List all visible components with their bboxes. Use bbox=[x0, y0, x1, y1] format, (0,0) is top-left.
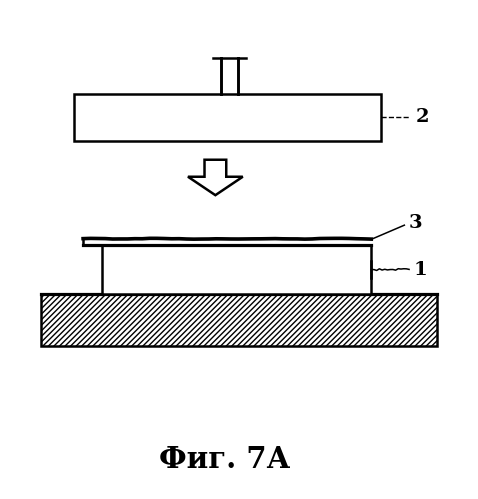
Text: 1: 1 bbox=[414, 260, 427, 278]
Bar bbox=[41, 294, 437, 346]
Bar bbox=[74, 94, 381, 141]
Text: 3: 3 bbox=[409, 214, 423, 232]
Bar bbox=[102, 245, 371, 294]
Text: 2: 2 bbox=[416, 108, 430, 126]
Polygon shape bbox=[188, 160, 243, 195]
Bar bbox=[41, 294, 437, 346]
Text: Фиг. 7А: Фиг. 7А bbox=[159, 445, 291, 474]
